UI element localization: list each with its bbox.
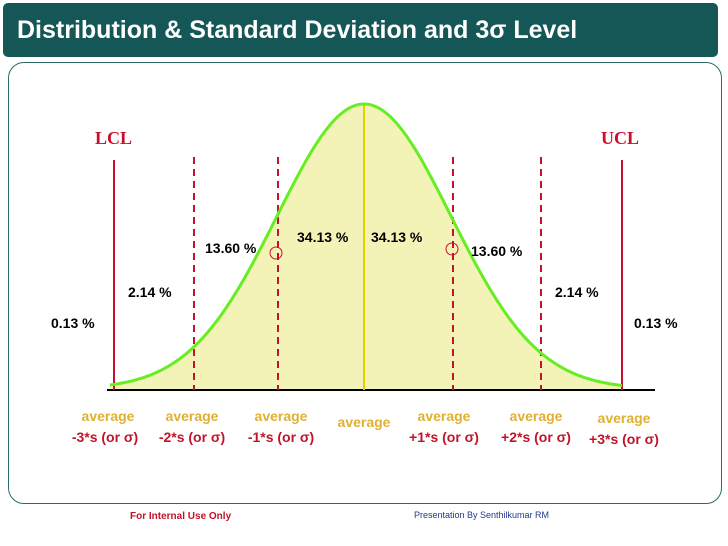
footer-internal-use: For Internal Use Only (130, 511, 232, 522)
axis-label-minus-3-top: average (82, 408, 135, 424)
axis-label-plus-2-top: average (510, 408, 563, 424)
percent-second-right: 13.60 % (471, 243, 523, 259)
percent-first-left: 34.13 % (297, 229, 349, 245)
axis-label-plus-3-top: average (598, 410, 651, 426)
bell-curve (109, 102, 623, 387)
axis-label-minus-3-bottom: -3*s (or σ) (72, 429, 138, 445)
percent-outer-right: 0.13 % (634, 315, 678, 331)
axis-label-mean: average (338, 414, 391, 430)
title-bar: Distribution & Standard Deviation and 3σ… (3, 3, 718, 57)
percent-second-left: 13.60 % (205, 240, 257, 256)
lcl-label: LCL (95, 128, 132, 148)
axis-label-minus-1-bottom: -1*s (or σ) (248, 429, 314, 445)
axis-label-minus-2-top: average (166, 408, 219, 424)
axis-label-plus-3-bottom: +3*s (or σ) (589, 431, 659, 447)
ucl-label: UCL (601, 128, 639, 148)
percent-outer-left: 0.13 % (51, 315, 95, 331)
axis-label-minus-2-bottom: -2*s (or σ) (159, 429, 225, 445)
percent-third-left: 2.14 % (128, 284, 172, 300)
curve-area-fill (110, 104, 622, 389)
footer-presenter: Presentation By Senthilkumar RM (414, 510, 550, 520)
axis-label-minus-1-top: average (255, 408, 308, 424)
axis-label-plus-2-bottom: +2*s (or σ) (501, 429, 571, 445)
inflection-point-left (269, 246, 283, 260)
slide-title: Distribution & Standard Deviation and 3σ… (17, 16, 578, 44)
percent-first-right: 34.13 % (371, 229, 423, 245)
axis-label-plus-1-top: average (418, 408, 471, 424)
percent-third-right: 2.14 % (555, 284, 599, 300)
inflection-point-right (445, 242, 459, 256)
axis-label-plus-1-bottom: +1*s (or σ) (409, 429, 479, 445)
